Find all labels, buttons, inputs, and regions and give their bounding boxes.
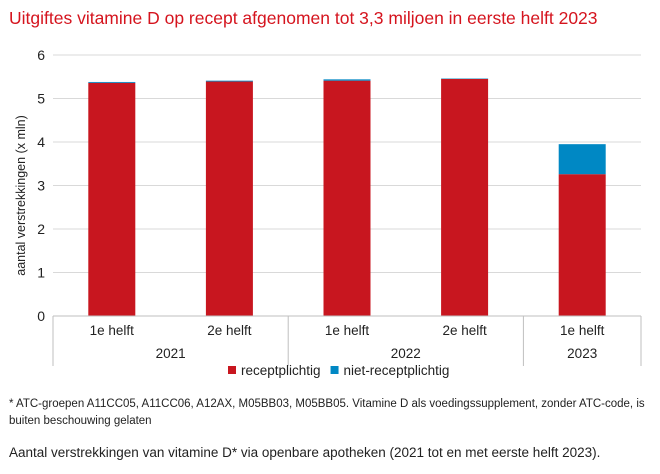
y-axis-label: aantal verstrekkingen (x mln) bbox=[14, 115, 28, 275]
caption: Aantal verstrekkingen van vitamine D* vi… bbox=[9, 445, 601, 460]
y-tick-label: 5 bbox=[37, 91, 45, 107]
legend-swatch-niet-receptplichtig bbox=[330, 366, 339, 374]
chart-title: Uitgiftes vitamine D op recept afgenomen… bbox=[9, 8, 598, 28]
y-tick-label: 3 bbox=[37, 178, 45, 194]
y-tick-label: 6 bbox=[37, 47, 45, 63]
bar-receptplichtig bbox=[205, 81, 253, 316]
legend-label: niet-receptplichtig bbox=[344, 363, 450, 378]
legend-label: receptplichtig bbox=[241, 363, 321, 378]
bar-chart: 0 1 2 3 4 5 6 aantal verstrekkingen (x mln) 1e h… bbox=[14, 47, 642, 378]
bar-niet-receptplichtig bbox=[558, 144, 606, 175]
bar-niet-receptplichtig bbox=[88, 81, 136, 83]
bar-niet-receptplichtig bbox=[323, 79, 371, 81]
y-tick-label: 2 bbox=[37, 221, 45, 237]
bar-receptplichtig bbox=[558, 174, 606, 316]
y-tick-label: 0 bbox=[37, 308, 45, 324]
footnote: * ATC-groepen A11CC05, A11CC06, A12AX, M… bbox=[9, 398, 645, 427]
x-group-label: 2021 bbox=[156, 346, 186, 361]
x-tick-label: 2e helft bbox=[207, 323, 252, 338]
x-group-label: 2022 bbox=[391, 346, 421, 361]
x-group-label: 2023 bbox=[567, 346, 597, 361]
x-tick-label: 2e helft bbox=[442, 323, 487, 338]
y-tick-label: 4 bbox=[37, 134, 45, 150]
bar-receptplichtig bbox=[323, 80, 371, 316]
y-tick-label: 1 bbox=[37, 265, 45, 281]
bar-receptplichtig bbox=[88, 82, 136, 316]
bar-niet-receptplichtig bbox=[205, 80, 253, 82]
x-tick-label: 1e helft bbox=[90, 323, 135, 338]
bar-receptplichtig bbox=[441, 78, 489, 316]
x-tick-label: 1e helft bbox=[560, 323, 605, 338]
legend-swatch-receptplichtig bbox=[228, 366, 236, 374]
x-tick-label: 1e helft bbox=[325, 323, 370, 338]
